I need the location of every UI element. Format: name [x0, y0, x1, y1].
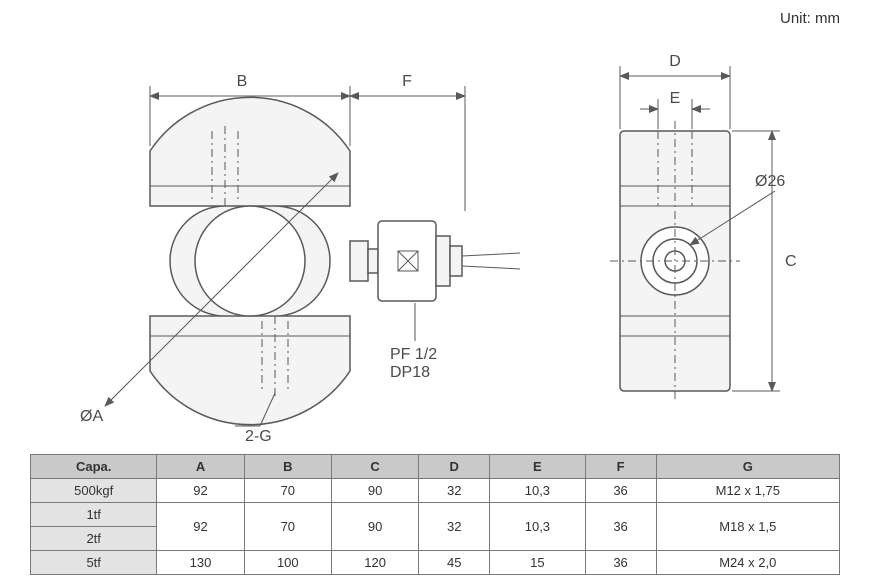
cell-g: M24 x 2,0	[656, 551, 839, 575]
table-row: 1tf9270903210,336M18 x 1,5	[31, 503, 840, 527]
col-g: G	[656, 455, 839, 479]
cell-b: 70	[244, 503, 331, 551]
cell-d: 32	[419, 503, 490, 551]
cell-f: 36	[585, 479, 656, 503]
cell-capa: 500kgf	[31, 479, 157, 503]
connector	[350, 221, 520, 301]
dimensions-table: Capa. A B C D E F G 500kgf9270903210,336…	[30, 454, 840, 575]
col-capa: Capa.	[31, 455, 157, 479]
cell-b: 70	[244, 479, 331, 503]
cell-capa: 5tf	[31, 551, 157, 575]
cell-a: 130	[157, 551, 244, 575]
dim-d-label: D	[669, 53, 681, 70]
cell-capa: 1tf	[31, 503, 157, 527]
cell-b: 100	[244, 551, 331, 575]
col-a: A	[157, 455, 244, 479]
dim-26-label: Ø26	[755, 173, 785, 190]
table-header-row: Capa. A B C D E F G	[31, 455, 840, 479]
cell-c: 120	[331, 551, 418, 575]
cell-f: 36	[585, 503, 656, 551]
cell-c: 90	[331, 503, 418, 551]
technical-drawing: B F PF 1/2 DP18 ØA 2-G	[20, 31, 850, 446]
cell-capa: 2tf	[31, 527, 157, 551]
col-e: E	[490, 455, 585, 479]
cell-d: 32	[419, 479, 490, 503]
side-view: D E C Ø26	[610, 53, 797, 401]
col-d: D	[419, 455, 490, 479]
cell-e: 10,3	[490, 503, 585, 551]
cell-a: 92	[157, 503, 244, 551]
note-pf: PF 1/2	[390, 346, 437, 363]
dim-e-label: E	[670, 90, 681, 107]
cell-g: M18 x 1,5	[656, 503, 839, 551]
dim-b-label: B	[237, 73, 248, 90]
cell-e: 15	[490, 551, 585, 575]
dim-2g-label: 2-G	[245, 428, 272, 445]
front-view: B F PF 1/2 DP18 ØA 2-G	[80, 73, 520, 445]
note-dp: DP18	[390, 364, 430, 381]
cell-a: 92	[157, 479, 244, 503]
col-b: B	[244, 455, 331, 479]
col-c: C	[331, 455, 418, 479]
unit-label: Unit: mm	[20, 10, 850, 27]
cell-f: 36	[585, 551, 656, 575]
dim-c-label: C	[785, 253, 797, 270]
cell-g: M12 x 1,75	[656, 479, 839, 503]
col-f: F	[585, 455, 656, 479]
dim-f-label: F	[402, 73, 412, 90]
cell-c: 90	[331, 479, 418, 503]
dim-a-label: ØA	[80, 408, 103, 425]
cell-e: 10,3	[490, 479, 585, 503]
cell-d: 45	[419, 551, 490, 575]
table-row: 5tf130100120451536M24 x 2,0	[31, 551, 840, 575]
table-row: 500kgf9270903210,336M12 x 1,75	[31, 479, 840, 503]
